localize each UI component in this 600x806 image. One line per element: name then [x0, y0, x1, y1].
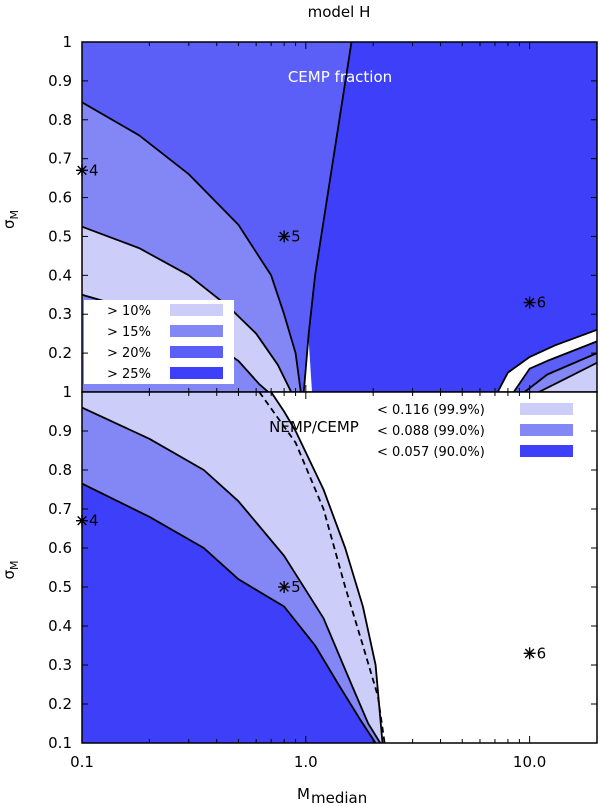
plot-frame — [81, 391, 598, 744]
contour-line — [302, 42, 353, 392]
marker-star — [524, 648, 535, 659]
x-tick-label: 0.1 — [70, 753, 94, 771]
legend-label: > 10% — [107, 304, 151, 319]
legend: > 10% > 15% > 20% > 25% — [84, 300, 234, 384]
plot-area — [82, 42, 597, 392]
legend-label: < 0.088 (99.0%) — [377, 424, 485, 439]
y-tick-label: 0.3 — [48, 656, 72, 674]
contour-line — [538, 361, 597, 392]
legend-swatch — [170, 367, 223, 379]
chart-title: model H — [308, 3, 371, 21]
marker-label: 4 — [89, 512, 99, 530]
x-axis-title-sub: median — [311, 789, 367, 806]
legend-swatch — [520, 403, 573, 415]
legend: < 0.116 (99.9%) < 0.088 (99.0%) < 0.057 (9… — [367, 398, 579, 464]
legend-label: > 25% — [107, 367, 151, 382]
panel-top: 4 5 6 CEMP fraction > 10% > 15% > 20% > 25% 0.2 0… — [0, 33, 598, 393]
marker-5: 5 — [278, 227, 301, 245]
marker-label: 5 — [291, 227, 301, 245]
y-tick-label: 0.8 — [48, 111, 72, 129]
legend-swatch — [170, 325, 223, 337]
y-tick-label: 0.2 — [48, 344, 72, 362]
x-tick-label: 10.0 — [513, 753, 546, 771]
plot-area — [82, 392, 597, 743]
panel-annotation: NEMP/CEMP — [269, 418, 359, 436]
y-tick-label: 0.8 — [48, 461, 72, 479]
y-tick-label: 0.9 — [48, 72, 72, 90]
marker-6: 6 — [523, 294, 547, 312]
y-axis-title: σM — [0, 210, 21, 229]
marker-star — [524, 297, 535, 308]
contour-line — [82, 406, 381, 743]
marker-star — [279, 582, 289, 592]
legend-swatch — [170, 346, 223, 358]
panels: 4 5 6 CEMP fraction > 10% > 15% > 20% > 25% 0.2 0… — [0, 33, 598, 771]
x-tick-label: 1.0 — [294, 753, 318, 771]
x-tick-labels: 0.1 1.0 10.0 — [70, 753, 546, 771]
contour-line — [82, 482, 377, 743]
panel-annotation: CEMP fraction — [288, 68, 392, 86]
contour-line — [496, 328, 597, 392]
marker-star — [279, 231, 289, 242]
contour-line — [270, 392, 384, 743]
y-tick-label: 0.7 — [48, 150, 72, 168]
y-tick-label: 0.4 — [48, 266, 72, 284]
marker-label: 6 — [537, 294, 547, 312]
panel-bottom: 4 5 6 NEMP/CEMP < 0.116 (99.9%) < 0.088 (99.0… — [0, 383, 598, 752]
contour-line — [82, 101, 302, 392]
x-axis-title: M — [297, 785, 310, 803]
y-tick-label: 1 — [62, 33, 72, 51]
marker-label: 5 — [291, 578, 301, 596]
y-tick-label: 0.6 — [48, 189, 72, 207]
marker-5: 5 — [278, 578, 301, 596]
legend-label: < 0.057 (90.0%) — [377, 445, 485, 460]
y-tick-label: 0.7 — [48, 500, 72, 518]
y-tick-label: 0.5 — [48, 227, 72, 245]
legend-swatch — [170, 304, 223, 316]
y-tick-label: 0.5 — [48, 578, 72, 596]
contour-line — [524, 352, 597, 392]
y-tick-label: 0.6 — [48, 539, 72, 557]
y-axis-title-sub: M — [8, 210, 21, 220]
legend-label: > 20% — [107, 346, 151, 361]
marker-label: 6 — [537, 644, 547, 662]
region-dark — [308, 42, 597, 392]
y-tick-label: 0.1 — [48, 734, 72, 752]
contour-line — [513, 340, 597, 392]
legend-swatch — [520, 445, 573, 457]
legend-label: < 0.116 (99.9%) — [377, 403, 485, 418]
y-tick-label: 0.9 — [48, 422, 72, 440]
legend-swatch — [520, 424, 573, 436]
legend-label: > 15% — [107, 325, 151, 340]
marker-6: 6 — [523, 644, 547, 662]
y-tick-label: 0.3 — [48, 305, 72, 323]
y-tick-label: 0.4 — [48, 617, 72, 635]
y-axis-title-sub: M — [8, 560, 21, 570]
dashed-boundary — [258, 392, 386, 743]
marker-label: 4 — [89, 161, 99, 179]
y-tick-label: 0.2 — [48, 695, 72, 713]
y-axis-title: σM — [0, 560, 21, 579]
y-tick-label: 1 — [62, 383, 72, 401]
